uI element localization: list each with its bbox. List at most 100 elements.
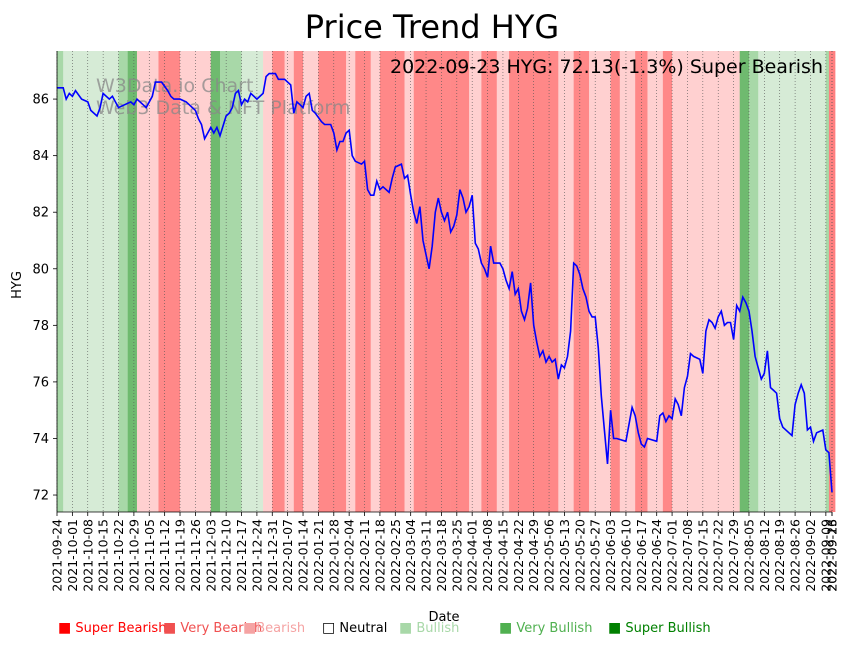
x-tick-label: 2021-11-05 — [142, 519, 157, 592]
x-tick-label: 2021-12-17 — [234, 519, 249, 592]
signal-band-very-bearish — [662, 51, 673, 512]
legend-very-bullish: ■ Very Bullish — [499, 620, 593, 636]
legend-neutral: □ Neutral — [322, 620, 388, 636]
x-tick-label: 2021-10-22 — [111, 519, 126, 592]
signal-band-bearish — [346, 51, 356, 512]
y-tick-label: 80 — [32, 262, 49, 277]
y-tick-label: 86 — [32, 93, 49, 108]
x-tick-label: 2022-05-20 — [572, 519, 587, 592]
signal-band-bearish — [263, 51, 273, 512]
x-tick-label: 2022-03-18 — [434, 519, 449, 592]
x-tick-label: 2022-01-28 — [326, 519, 341, 592]
x-tick-label: 2022-01-07 — [280, 519, 295, 592]
x-tick-label: 2022-02-25 — [388, 519, 403, 592]
x-tick-label: 2021-12-31 — [265, 519, 280, 592]
x-axis-label: Date — [428, 610, 459, 625]
signal-band-bullish — [57, 51, 64, 512]
y-axis-label: HYG — [10, 271, 25, 299]
signal-band-bearish — [589, 51, 611, 512]
signal-band-bearish — [180, 51, 193, 512]
signal-band-bearish — [370, 51, 381, 512]
x-tick-label: 2022-09-23 — [825, 519, 840, 592]
signal-band-super-bearish — [828, 51, 836, 512]
x-tick-label: 2021-09-24 — [50, 519, 65, 592]
x-tick-label: 2021-12-03 — [203, 519, 218, 592]
signal-band-very-bearish — [450, 51, 470, 512]
signal-band-bullish — [825, 51, 830, 512]
x-tick-label: 2022-02-18 — [372, 519, 387, 592]
x-tick-label: 2022-01-21 — [311, 519, 326, 592]
signal-band-neutral — [241, 51, 264, 512]
x-tick-label: 2021-10-29 — [126, 519, 141, 592]
y-tick-label: 72 — [32, 489, 49, 504]
x-tick-label: 2022-07-08 — [680, 519, 695, 592]
signal-bands — [57, 51, 836, 512]
x-tick-label: 2022-08-19 — [772, 519, 787, 592]
legend-super-bullish: ■ Super Bullish — [608, 620, 711, 636]
x-tick-label: 2022-04-22 — [511, 519, 526, 592]
x-tick-label: 2022-06-17 — [634, 519, 649, 592]
x-tick-label: 2022-04-15 — [495, 519, 510, 592]
watermark-line-1: W3Data.io Chart — [96, 75, 253, 97]
signal-band-very-bearish — [610, 51, 621, 512]
x-tick-label: 2021-10-08 — [80, 519, 95, 592]
x-tick-label: 2022-03-04 — [403, 519, 418, 592]
signal-band-bullish — [118, 51, 129, 512]
x-tick-label: 2021-10-01 — [65, 519, 80, 592]
signal-band-bearish — [284, 51, 295, 512]
x-tick-label: 2022-07-15 — [695, 519, 710, 592]
signal-band-bullish — [219, 51, 242, 512]
x-tick-label: 2022-06-10 — [618, 519, 633, 592]
signal-band-bearish — [469, 51, 482, 512]
x-tick-label: 2022-02-11 — [357, 519, 372, 592]
legend-very-bearish: ■ Very Bearish — [163, 620, 263, 636]
y-tick-label: 74 — [32, 432, 49, 447]
signal-band-very-bearish — [293, 51, 304, 512]
signal-band-bearish — [647, 51, 664, 512]
x-tick-label: 2022-07-01 — [665, 519, 680, 592]
signal-band-bearish — [192, 51, 212, 512]
x-tick-label: 2022-08-12 — [757, 519, 772, 592]
signal-band-very-bearish — [635, 51, 648, 512]
latest-annotation: 2022-09-23 HYG: 72.13(-1.3%) Super Beari… — [390, 56, 823, 78]
x-tick-label: 2022-08-26 — [788, 519, 803, 592]
watermark: W3Data.io Chart Web3 Data & NFT Platform — [96, 75, 350, 119]
x-tick-label: 2022-03-25 — [449, 519, 464, 592]
signal-band-very-bullish — [739, 51, 750, 512]
legend-super-bearish: ■ Super Bearish — [58, 620, 167, 636]
x-tick-label: 2022-04-08 — [480, 519, 495, 592]
x-tick-label: 2021-12-10 — [219, 519, 234, 592]
x-tick-label: 2022-09-09 — [818, 519, 833, 592]
x-tick-label: 2021-10-15 — [96, 519, 111, 592]
x-tick-label: 2022-07-29 — [726, 519, 741, 592]
x-tick-label: 2022-06-24 — [649, 519, 664, 592]
x-tick-label: 2021-11-12 — [157, 519, 172, 592]
x-tick-label: 2021-12-24 — [249, 519, 264, 592]
signal-band-very-bearish — [481, 51, 498, 512]
chart-title: Price Trend HYG — [305, 8, 559, 46]
signal-band-very-bullish — [127, 51, 138, 512]
signal-band-very-bearish — [158, 51, 181, 512]
signal-band-very-bearish — [413, 51, 451, 512]
signal-band-bearish — [136, 51, 159, 512]
signal-band-bearish — [404, 51, 415, 512]
x-tick-label: 2022-05-27 — [588, 519, 603, 592]
signal-band-bearish — [672, 51, 741, 512]
x-tick-label: 2022-02-04 — [342, 519, 357, 592]
x-tick-label: 2021-11-19 — [173, 519, 188, 592]
signal-band-bearish — [303, 51, 319, 512]
x-tick-label: 2022-09-02 — [803, 519, 818, 592]
signal-band-very-bearish — [379, 51, 405, 512]
signal-band-very-bullish — [210, 51, 221, 512]
x-tick-label: 2022-09-16 — [825, 519, 840, 592]
x-tick-label: 2021-11-26 — [188, 519, 203, 592]
signal-band-neutral — [758, 51, 827, 512]
signal-band-very-bearish — [318, 51, 347, 512]
signal-band-bullish — [748, 51, 759, 512]
axes: 2021-09-24 2021-10-01 2021-10-08 2021-10-15… — [32, 51, 840, 592]
signal-band-very-bearish — [272, 51, 285, 512]
price-line — [57, 72, 833, 493]
y-tick-label: 84 — [32, 149, 49, 164]
signal-band-bearish — [558, 51, 574, 512]
